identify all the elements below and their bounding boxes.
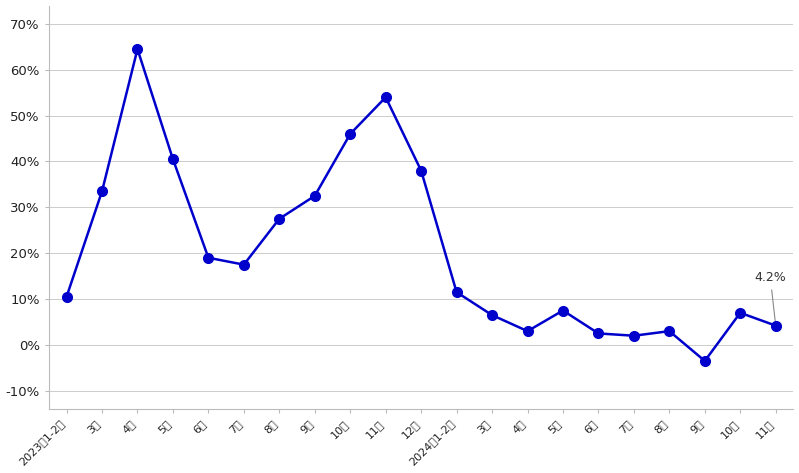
- Text: 4.2%: 4.2%: [754, 272, 786, 323]
